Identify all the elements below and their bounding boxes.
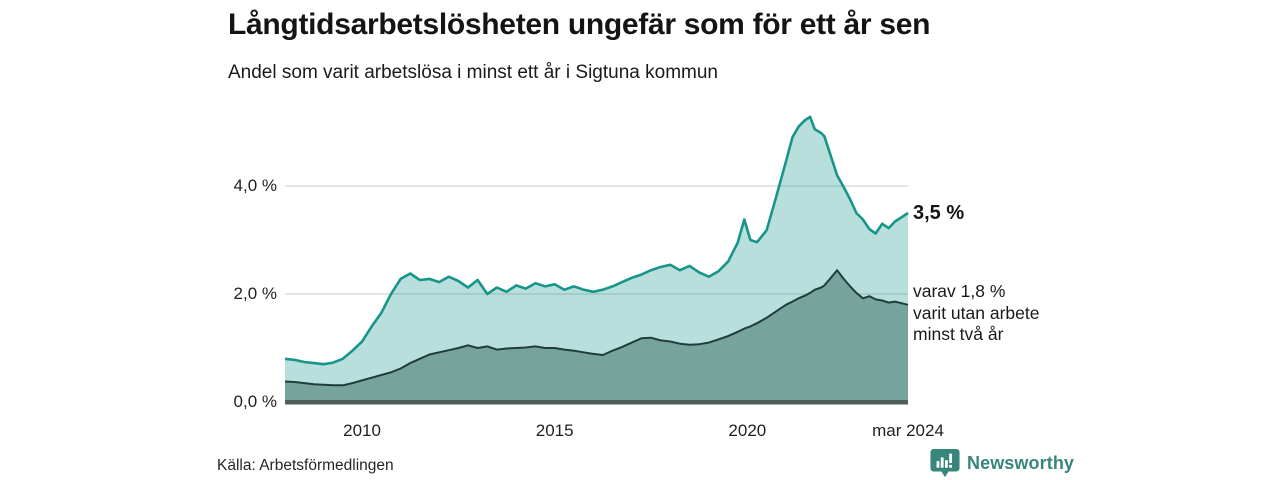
area-two-year [285,270,908,402]
end-label-two-year: varav 1,8 % varit utan arbete minst två … [913,281,1040,344]
y-tick-label: 0,0 % [233,392,277,411]
y-tick-label: 2,0 % [233,284,277,303]
x-tick-label: 2010 [343,421,381,440]
newsworthy-icon [930,448,960,477]
newsworthy-wordmark: Newsworthy [967,452,1075,473]
line-two-year [284,269,909,387]
y-tick-label: 4,0 % [233,176,277,195]
newsworthy-logo: Newsworthy [930,447,1074,479]
chart-subtitle: Andel som varit arbetslösa i minst ett å… [228,62,718,83]
source-note: Källa: Arbetsförmedlingen [217,457,394,474]
x-tick-label: mar 2024 [872,421,944,440]
end-label-total: 3,5 % [913,202,965,224]
page-title: Långtidsarbetslösheten ungefär som för e… [228,8,931,41]
x-tick-label: 2015 [535,421,574,440]
x-tick-label: 2020 [728,421,767,440]
line-total [284,115,909,366]
zero-baseline [285,400,908,405]
